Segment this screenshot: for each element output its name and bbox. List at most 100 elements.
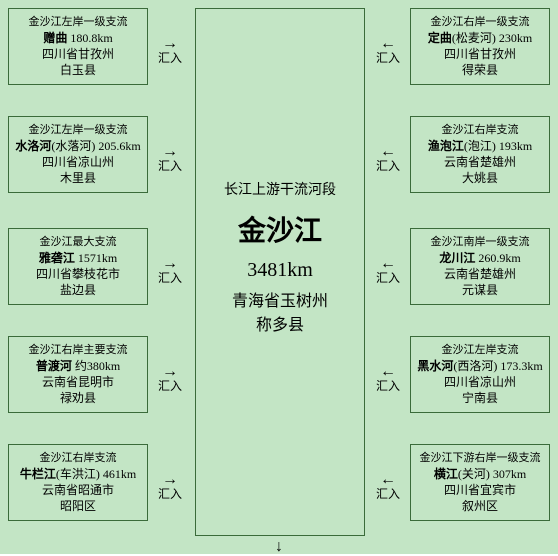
tributary-name-line: 赠曲 180.8km	[13, 30, 143, 46]
tributary-admin-2: 叙州区	[415, 498, 545, 514]
tributary-admin-1: 四川省宜宾市	[415, 482, 545, 498]
right-tributary-box: 金沙江右岸一级支流定曲(松麦河) 230km四川省甘孜州得荣县	[410, 8, 550, 85]
tributary-name: 龙川江	[439, 251, 475, 265]
tributary-name: 雅砻江	[39, 251, 75, 265]
tributary-name-line: 龙川江 260.9km	[415, 250, 545, 266]
arrow-right-icon: →	[162, 36, 178, 52]
right-tributary-box: 金沙江右岸支流渔泡江(泡江) 193km云南省楚雄州大姚县	[410, 116, 550, 193]
central-river-length: 3481km	[196, 259, 364, 282]
left-tributary-box: 金沙江右岸支流牛栏江(车洪江) 461km云南省昭通市昭阳区	[8, 444, 148, 521]
tributary-type: 金沙江右岸支流	[415, 123, 545, 138]
arrow-right-icon: →	[162, 364, 178, 380]
tributary-type: 金沙江左岸支流	[415, 343, 545, 358]
flow-label: 汇入	[376, 160, 400, 173]
left-flow-marker: →汇入	[156, 472, 184, 501]
tributary-name: 横江	[434, 467, 458, 481]
tributary-admin-2: 禄劝县	[13, 390, 143, 406]
tributary-length: 173.3km	[500, 359, 542, 373]
tributary-type: 金沙江南岸一级支流	[415, 235, 545, 250]
flow-label: 汇入	[158, 52, 182, 65]
tributary-type: 金沙江右岸主要支流	[13, 343, 143, 358]
tributary-type: 金沙江左岸一级支流	[13, 123, 143, 138]
central-subtitle: 长江上游干流河段	[196, 179, 364, 199]
flow-label: 汇入	[376, 272, 400, 285]
tributary-name: 牛栏江	[20, 467, 56, 481]
tributary-alt-name: (关河)	[458, 467, 490, 481]
right-tributary-box: 金沙江南岸一级支流龙川江 260.9km云南省楚雄州元谋县	[410, 228, 550, 305]
tributary-type: 金沙江最大支流	[13, 235, 143, 250]
tributary-admin-1: 四川省甘孜州	[415, 46, 545, 62]
tributary-admin-1: 四川省攀枝花市	[13, 266, 143, 282]
tributary-admin-2: 白玉县	[13, 62, 143, 78]
tributary-admin-2: 昭阳区	[13, 498, 143, 514]
arrow-right-icon: →	[162, 256, 178, 272]
tributary-admin-2: 木里县	[13, 170, 143, 186]
tributary-alt-name: (泡江)	[464, 139, 496, 153]
tributary-name: 渔泡江	[428, 139, 464, 153]
tributary-name: 普渡河	[36, 359, 72, 373]
arrow-right-icon: →	[162, 472, 178, 488]
tributary-length: 461km	[103, 467, 136, 481]
tributary-name-line: 渔泡江(泡江) 193km	[415, 138, 545, 154]
central-river-box: 长江上游干流河段 金沙江 3481km 青海省玉树州 称多县	[195, 8, 365, 536]
central-location-2: 称多县	[196, 314, 364, 338]
tributary-admin-1: 四川省凉山州	[13, 154, 143, 170]
tributary-length: 307km	[493, 467, 526, 481]
left-tributary-box: 金沙江最大支流雅砻江 1571km四川省攀枝花市盐边县	[8, 228, 148, 305]
tributary-alt-name: (车洪江)	[56, 467, 100, 481]
tributary-alt-name: (松麦河)	[452, 31, 496, 45]
arrow-down-icon: ↓	[275, 538, 283, 556]
tributary-admin-2: 元谋县	[415, 282, 545, 298]
tributary-type: 金沙江左岸一级支流	[13, 15, 143, 30]
left-flow-marker: →汇入	[156, 144, 184, 173]
tributary-admin-1: 云南省楚雄州	[415, 154, 545, 170]
tributary-type: 金沙江右岸支流	[13, 451, 143, 466]
tributary-name: 定曲	[428, 31, 452, 45]
flow-label: 汇入	[158, 272, 182, 285]
tributary-type: 金沙江右岸一级支流	[415, 15, 545, 30]
tributary-alt-name: (水落河)	[51, 139, 95, 153]
flow-label: 汇入	[376, 488, 400, 501]
arrow-left-icon: ←	[380, 364, 396, 380]
tributary-name: 水洛河	[15, 139, 51, 153]
central-river-name: 金沙江	[196, 209, 364, 249]
left-flow-marker: →汇入	[156, 256, 184, 285]
flow-label: 汇入	[376, 52, 400, 65]
tributary-admin-1: 云南省昭通市	[13, 482, 143, 498]
tributary-length: 约380km	[75, 359, 120, 373]
flow-label: 汇入	[158, 488, 182, 501]
tributary-name: 黑水河	[417, 359, 453, 373]
tributary-alt-name: (西洛河)	[453, 359, 497, 373]
left-tributary-box: 金沙江左岸一级支流赠曲 180.8km四川省甘孜州白玉县	[8, 8, 148, 85]
tributary-admin-2: 得荣县	[415, 62, 545, 78]
arrow-left-icon: ←	[380, 144, 396, 160]
left-flow-marker: →汇入	[156, 36, 184, 65]
tributary-admin-2: 宁南县	[415, 390, 545, 406]
left-flow-marker: →汇入	[156, 364, 184, 393]
left-tributary-box: 金沙江右岸主要支流普渡河 约380km云南省昆明市禄劝县	[8, 336, 148, 413]
right-flow-marker: ←汇入	[374, 256, 402, 285]
right-tributary-box: 金沙江下游右岸一级支流横江(关河) 307km四川省宜宾市叙州区	[410, 444, 550, 521]
left-tributary-box: 金沙江左岸一级支流水洛河(水落河) 205.6km四川省凉山州木里县	[8, 116, 148, 193]
central-location-1: 青海省玉树州	[196, 290, 364, 314]
tributary-admin-1: 云南省楚雄州	[415, 266, 545, 282]
tributary-length: 205.6km	[98, 139, 140, 153]
tributary-type: 金沙江下游右岸一级支流	[415, 451, 545, 466]
tributary-name-line: 黑水河(西洛河) 173.3km	[415, 358, 545, 374]
tributary-name-line: 牛栏江(车洪江) 461km	[13, 466, 143, 482]
arrow-left-icon: ←	[380, 36, 396, 52]
tributary-length: 180.8km	[70, 31, 112, 45]
tributary-admin-1: 四川省甘孜州	[13, 46, 143, 62]
flow-label: 汇入	[376, 380, 400, 393]
tributary-name: 赠曲	[43, 31, 67, 45]
tributary-admin-2: 大姚县	[415, 170, 545, 186]
flow-label: 汇入	[158, 160, 182, 173]
right-flow-marker: ←汇入	[374, 364, 402, 393]
tributary-length: 1571km	[78, 251, 117, 265]
arrow-left-icon: ←	[380, 256, 396, 272]
tributary-admin-1: 四川省凉山州	[415, 374, 545, 390]
tributary-length: 230km	[499, 31, 532, 45]
arrow-right-icon: →	[162, 144, 178, 160]
right-flow-marker: ←汇入	[374, 472, 402, 501]
arrow-left-icon: ←	[380, 472, 396, 488]
